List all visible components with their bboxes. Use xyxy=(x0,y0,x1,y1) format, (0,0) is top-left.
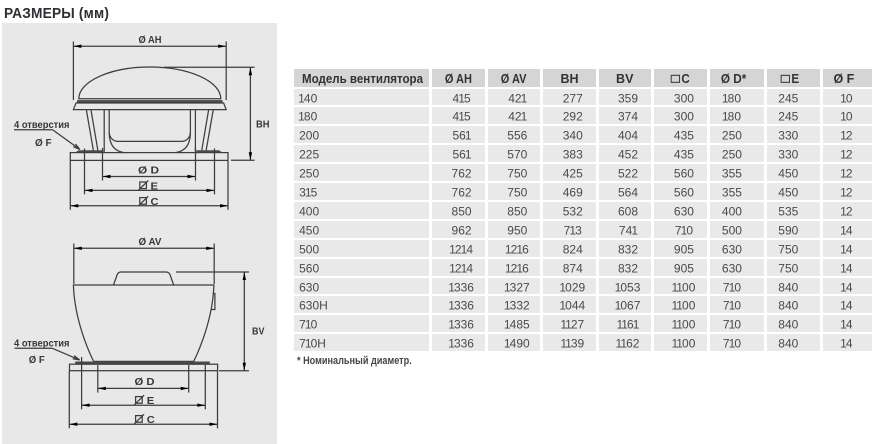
svg-text:4 отверстия: 4 отверстия xyxy=(14,339,70,350)
svg-text:BV: BV xyxy=(252,327,265,338)
svg-text:E: E xyxy=(151,181,159,192)
svg-text:C: C xyxy=(147,415,155,426)
svg-text:E: E xyxy=(147,396,155,407)
svg-text:Ø AV: Ø AV xyxy=(139,237,162,248)
svg-text:C: C xyxy=(151,197,159,208)
svg-text:Ø F: Ø F xyxy=(35,138,52,149)
svg-text:Ø AH: Ø AH xyxy=(139,35,162,46)
svg-text:BH: BH xyxy=(256,119,270,130)
svg-text:Ø F: Ø F xyxy=(29,355,45,366)
svg-text:Ø D: Ø D xyxy=(135,377,155,388)
svg-text:4 отверстия: 4 отверстия xyxy=(14,120,70,131)
svg-text:Ø D: Ø D xyxy=(138,165,159,176)
